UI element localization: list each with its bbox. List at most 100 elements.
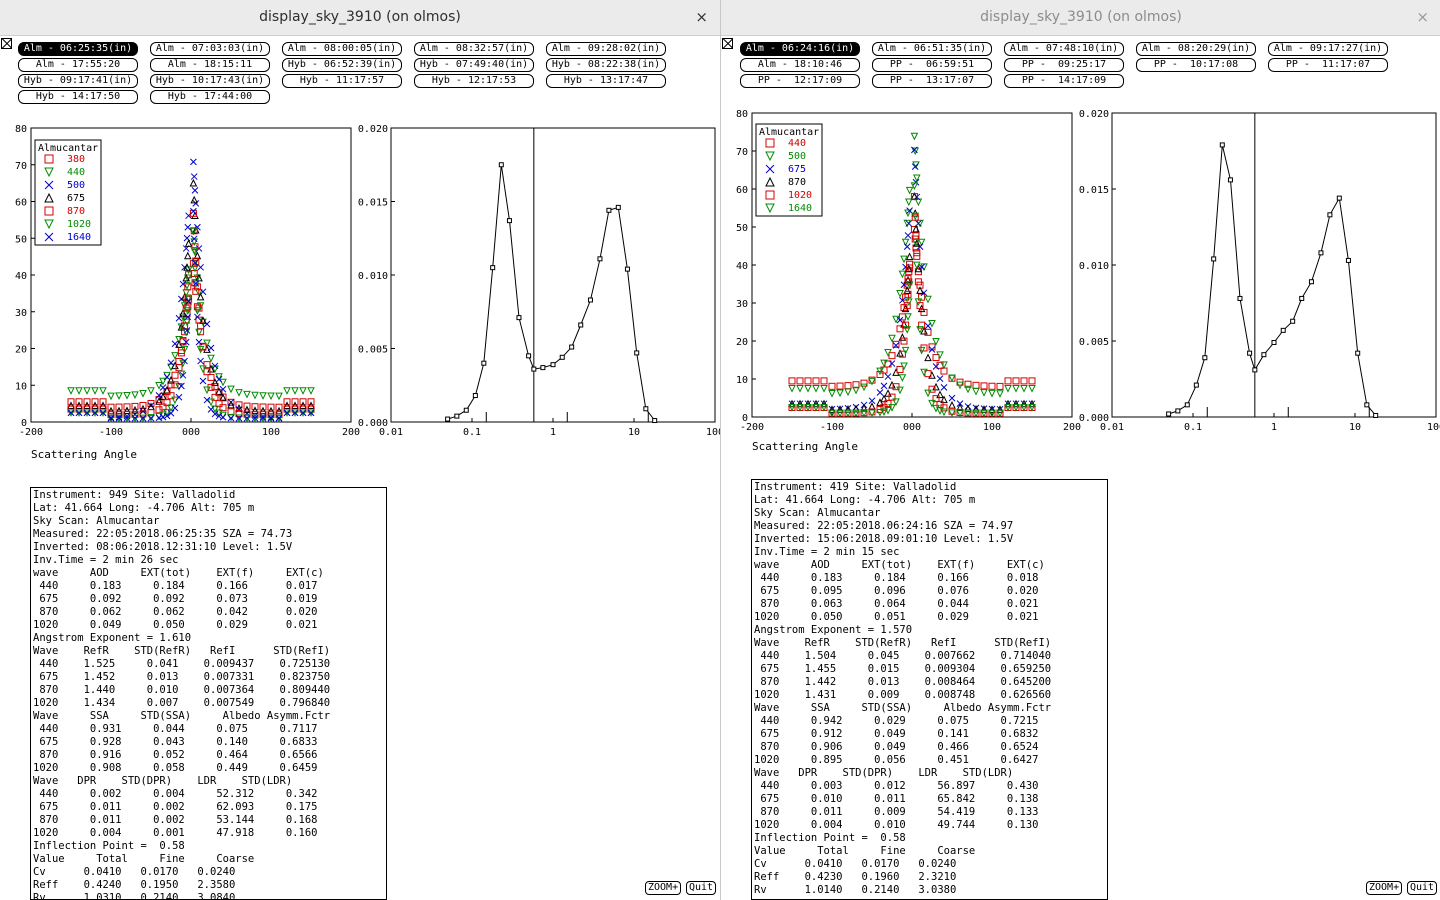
data-point — [99, 409, 107, 417]
data-point — [299, 409, 307, 417]
scan-button[interactable]: PP - 11:17:07 — [1268, 58, 1388, 72]
scan-button[interactable]: PP - 06:59:51 — [872, 58, 992, 72]
data-point — [569, 344, 575, 350]
info-line: 675 1.455 0.015 0.009304 0.659250 — [754, 663, 1052, 675]
data-point — [788, 404, 796, 412]
data-point — [267, 403, 275, 411]
data-point — [193, 274, 202, 283]
scan-button[interactable]: PP - 14:17:09 — [1004, 74, 1124, 88]
data-point — [235, 414, 243, 422]
data-point — [203, 339, 211, 348]
data-point — [1004, 404, 1012, 412]
data-point — [820, 399, 828, 408]
scan-button[interactable]: Alm - 08:20:29(in) — [1136, 42, 1256, 56]
data-point — [868, 377, 876, 386]
quit-button[interactable]: Quit — [1407, 881, 1438, 895]
data-point — [948, 394, 956, 402]
scan-button[interactable]: Alm - 18:10:46 — [740, 58, 860, 72]
title-bar[interactable]: display_sky_3910 (on olmos) × — [0, 0, 720, 36]
data-point — [185, 295, 193, 303]
scan-button[interactable]: PP - 09:25:17 — [1004, 58, 1124, 72]
data-point — [227, 385, 235, 394]
zoom-button[interactable]: ZOOM+ — [1366, 881, 1403, 895]
data-point — [896, 349, 904, 357]
scan-button[interactable]: Hyb - 13:17:47 — [546, 74, 666, 88]
data-point — [498, 162, 504, 168]
data-point — [115, 392, 123, 401]
checkbox-x-icon[interactable] — [722, 38, 733, 49]
data-point — [267, 392, 275, 401]
info-line: 870 0.906 0.049 0.466 0.6524 — [754, 741, 1039, 753]
scan-button[interactable]: Alm - 06:25:35(in) — [18, 42, 138, 56]
info-line: wave AOD EXT(tot) EXT(f) EXT(c) — [754, 559, 1045, 571]
data-point — [904, 232, 912, 239]
data-point — [190, 207, 197, 215]
data-point — [1355, 350, 1361, 356]
data-point — [964, 404, 972, 413]
scan-button[interactable]: Hyb - 07:49:40(in) — [414, 58, 534, 72]
scan-button[interactable]: Hyb - 12:17:53 — [414, 74, 534, 88]
data-point — [243, 414, 251, 422]
checkbox-x-icon[interactable] — [1, 38, 12, 49]
y-tick-label: 50 — [15, 234, 27, 245]
data-point — [1004, 385, 1012, 393]
data-point — [1373, 412, 1379, 418]
title-bar[interactable]: display_sky_3910 (on olmos) × — [721, 0, 1440, 36]
scan-button[interactable]: Alm - 06:51:35(in) — [872, 42, 992, 56]
info-line: 440 0.183 0.184 0.166 0.017 — [33, 580, 318, 592]
scan-button[interactable]: Alm - 08:00:05(in) — [282, 42, 402, 56]
data-point — [259, 392, 267, 400]
window-title: display_sky_3910 (on olmos) — [980, 9, 1182, 25]
scan-button[interactable]: PP - 10:17:08 — [1136, 58, 1256, 72]
data-point — [199, 365, 207, 374]
data-point — [91, 409, 99, 417]
scan-button[interactable]: Hyb - 10:17:43(in) — [150, 74, 270, 88]
scan-button[interactable]: PP - 13:17:07 — [872, 74, 992, 88]
scan-button[interactable]: Hyb - 08:22:38(in) — [546, 58, 666, 72]
data-point — [804, 377, 812, 385]
scan-button[interactable]: Hyb - 11:17:57 — [282, 74, 402, 88]
data-point — [860, 409, 868, 418]
data-point — [99, 387, 107, 395]
scan-button[interactable]: Alm - 07:03:03(in) — [150, 42, 270, 56]
quit-button[interactable]: Quit — [686, 881, 717, 895]
data-point — [196, 292, 205, 301]
scan-button[interactable]: Alm - 09:17:27(in) — [1268, 42, 1388, 56]
data-point — [215, 373, 223, 381]
data-point — [183, 318, 191, 327]
data-point — [812, 399, 820, 408]
info-line: Value Total Fine Coarse — [754, 845, 976, 857]
x-tick-label: 10 — [1349, 422, 1361, 433]
data-point — [184, 283, 192, 291]
data-point — [898, 270, 907, 279]
scan-button[interactable]: PP - 12:17:09 — [740, 74, 860, 88]
data-point — [1028, 404, 1036, 412]
close-icon[interactable]: × — [695, 8, 708, 26]
zoom-button[interactable]: ZOOM+ — [645, 881, 682, 895]
scan-button[interactable]: Alm - 07:48:10(in) — [1004, 42, 1124, 56]
scan-button[interactable]: Hyb - 09:17:41(in) — [18, 74, 138, 88]
close-icon[interactable]: × — [1416, 8, 1429, 26]
data-point — [267, 406, 275, 415]
data-point — [44, 192, 54, 203]
x-tick-label: -100 — [820, 422, 844, 433]
data-point — [183, 263, 191, 271]
data-point — [578, 322, 584, 328]
scan-button[interactable]: Hyb - 14:17:50 — [18, 90, 138, 104]
scan-button[interactable]: Alm - 09:28:02(in) — [546, 42, 666, 56]
data-point — [251, 414, 259, 423]
scan-button[interactable]: Hyb - 17:44:00 — [150, 90, 270, 104]
data-point — [215, 375, 223, 383]
info-line: Reff 0.4240 0.1950 2.3580 — [33, 879, 236, 891]
data-point — [251, 406, 259, 414]
scan-button[interactable]: Hyb - 06:52:39(in) — [282, 58, 402, 72]
data-point — [227, 398, 235, 406]
scan-button[interactable]: Alm - 08:32:57(in) — [414, 42, 534, 56]
scan-button[interactable]: Alm - 17:55:20 — [18, 58, 138, 72]
scan-button[interactable]: Alm - 18:15:11 — [150, 58, 270, 72]
data-point — [115, 403, 123, 411]
scan-button[interactable]: Alm - 06:24:16(in) — [740, 42, 860, 56]
info-line: 1020 0.049 0.050 0.029 0.021 — [33, 619, 318, 631]
data-point — [836, 405, 844, 413]
data-point — [179, 371, 187, 379]
